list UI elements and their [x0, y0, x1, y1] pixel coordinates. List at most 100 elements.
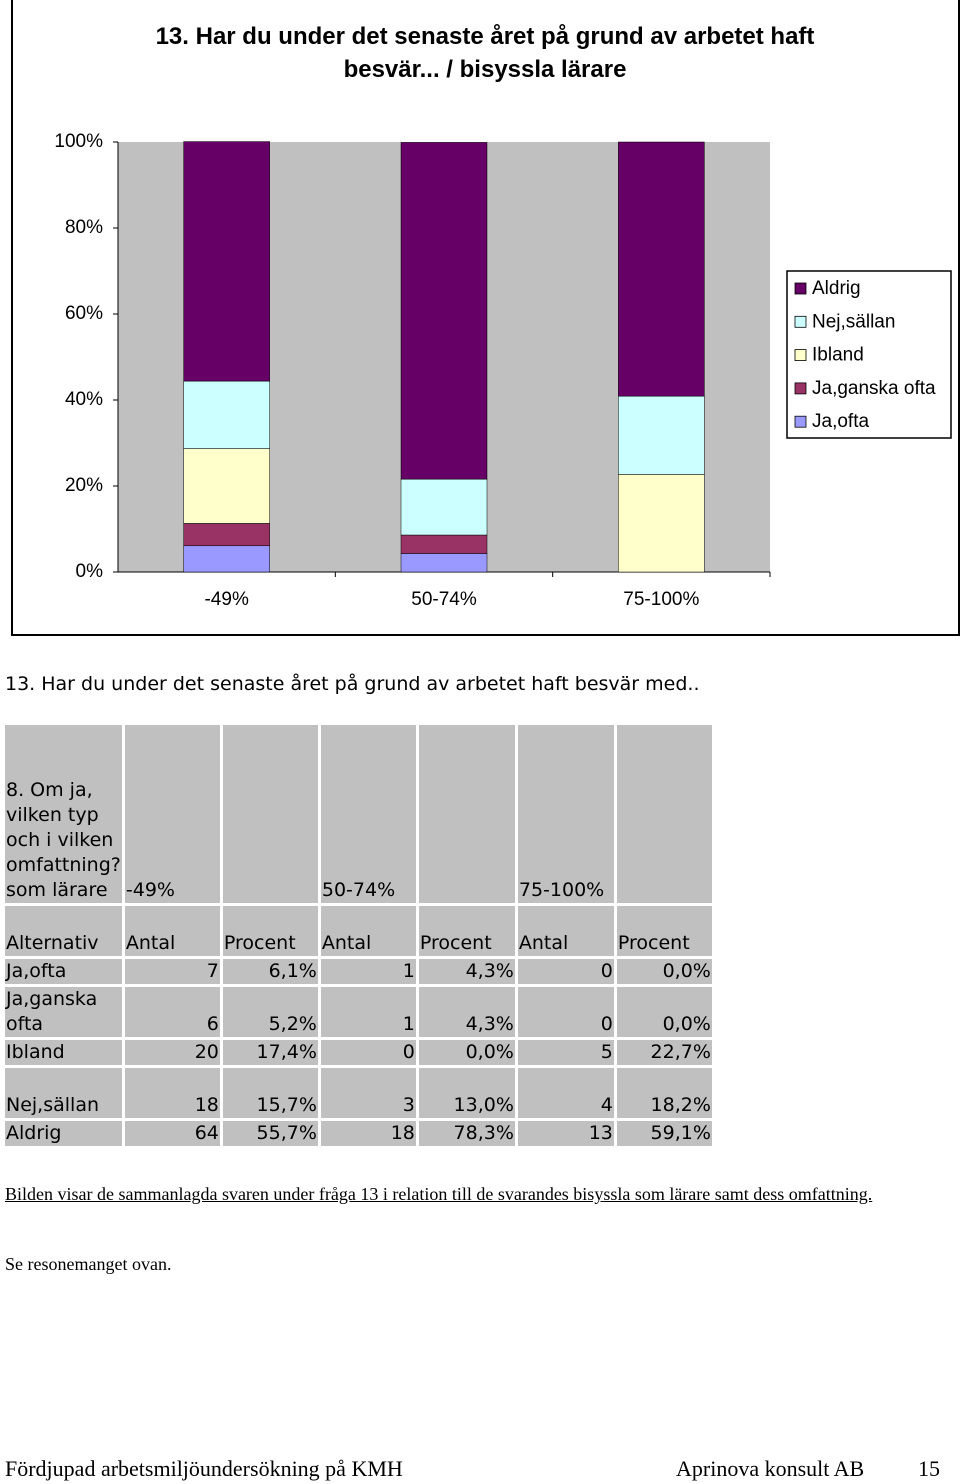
table-cell: 18,2% — [616, 1068, 712, 1118]
table-cell — [418, 725, 515, 903]
legend-label: Ibland — [812, 345, 864, 366]
table-row: Ibland 20 17,4% 0 0,0% 5 22,7% — [5, 1040, 712, 1065]
bar-segment — [183, 545, 270, 573]
table-cell: 17,4% — [222, 1040, 318, 1065]
y-tick-label: 100% — [54, 131, 103, 152]
table-cell: 5,2% — [222, 987, 318, 1037]
bar-segment — [183, 523, 270, 547]
table-cell: 6 — [124, 987, 220, 1037]
bar-segment — [400, 553, 488, 573]
table-row: Aldrig 64 55,7% 18 78,3% 13 59,1% — [5, 1121, 712, 1146]
table-cell: 0 — [517, 987, 614, 1037]
chart-frame: 0% 20% 40% 60% 80% 100% -49% 50-74% 75-100% Ja,of… — [11, 0, 960, 636]
bar-segment — [183, 141, 270, 382]
legend-label: Aldrig — [812, 278, 861, 299]
page-number: 15 — [918, 1456, 940, 1481]
table-cell: 0,0% — [418, 1040, 515, 1065]
table-cell: 13 — [517, 1121, 614, 1146]
y-tick-label: 80% — [65, 217, 103, 238]
table-cell: 0 — [517, 959, 614, 984]
table-row: Alternativ Antal Procent Antal Procent Antal P… — [5, 906, 712, 956]
table-row: Ja,ganska ofta 6 5,2% 1 4,3% 0 0,0% — [5, 987, 712, 1037]
y-tick-label: 40% — [65, 389, 103, 410]
legend-swatch — [794, 415, 807, 428]
bar-segment — [618, 141, 705, 397]
bar-segment — [400, 478, 488, 536]
y-tick-label: 0% — [76, 561, 104, 582]
table-cell: Antal — [124, 906, 220, 956]
x-tick-label: 75-100% — [623, 589, 699, 610]
table-cell: 0 — [320, 1040, 416, 1065]
table-cell: 3 — [320, 1068, 416, 1118]
table-cell: 6,1% — [222, 959, 318, 984]
table-cell: 4 — [517, 1068, 614, 1118]
data-table: 8. Om ja, vilken typ och i vilken omfatt… — [2, 722, 715, 1149]
table-cell: 22,7% — [616, 1040, 712, 1065]
table-cell: 5 — [517, 1040, 614, 1065]
table-cell: Antal — [517, 906, 614, 956]
bar-segment — [400, 534, 488, 554]
legend-label: Nej,sällan — [812, 311, 895, 332]
legend-box — [786, 270, 952, 439]
table-cell: 8. Om ja, vilken typ och i vilken omfatt… — [5, 725, 122, 903]
table-cell: 75-100% — [517, 725, 614, 903]
table-cell: 0,0% — [616, 987, 712, 1037]
bar-segment — [618, 395, 705, 475]
chart: 0% 20% 40% 60% 80% 100% -49% 50-74% 75-100% Ja,of… — [54, 131, 952, 610]
table-title: 13. Har du under det senaste året på gru… — [5, 673, 700, 695]
table-cell: 55,7% — [222, 1121, 318, 1146]
x-tick-label: 50-74% — [411, 589, 477, 610]
caption: Bilden visar de sammanlagda svaren under… — [5, 1184, 873, 1204]
table-cell: 78,3% — [418, 1121, 515, 1146]
legend-swatch — [794, 382, 807, 395]
table-cell: Ja,ofta — [5, 959, 122, 984]
legend-swatch — [794, 315, 807, 328]
legend-swatch — [794, 349, 807, 362]
table-cell: 18 — [320, 1121, 416, 1146]
table-cell: 0,0% — [616, 959, 712, 984]
legend-swatch — [794, 282, 807, 295]
bar-segment — [400, 142, 488, 480]
table-cell: Procent — [222, 906, 318, 956]
legend-label: Ja,ofta — [812, 411, 869, 432]
table-cell — [616, 725, 712, 903]
table-cell: 13,0% — [418, 1068, 515, 1118]
y-tick-label: 60% — [65, 303, 103, 324]
footer-left: Fördjupad arbetsmiljöundersökning på KMH — [5, 1456, 403, 1481]
table-cell: Ibland — [5, 1040, 122, 1065]
table-cell: 1 — [320, 987, 416, 1037]
table-cell: 59,1% — [616, 1121, 712, 1146]
table-cell: Aldrig — [5, 1121, 122, 1146]
legend-label: Ja,ganska ofta — [812, 378, 936, 399]
bar-segment — [183, 448, 270, 524]
table-cell: 4,3% — [418, 987, 515, 1037]
table-row: Nej,sällan 18 15,7% 3 13,0% 4 18,2% — [5, 1068, 712, 1118]
table-cell: 64 — [124, 1121, 220, 1146]
note: Se resonemanget ovan. — [5, 1254, 172, 1274]
table-cell: 15,7% — [222, 1068, 318, 1118]
table-cell: Nej,sällan — [5, 1068, 122, 1118]
table-cell: Ja,ganska ofta — [5, 987, 122, 1037]
table-cell: 18 — [124, 1068, 220, 1118]
y-tick-label: 20% — [65, 475, 103, 496]
table-cell — [222, 725, 318, 903]
footer-right: Aprinova konsult AB — [676, 1456, 865, 1481]
table-cell: Procent — [616, 906, 712, 956]
bar-segment — [183, 380, 270, 449]
table-cell: Antal — [320, 906, 416, 956]
table-cell: 20 — [124, 1040, 220, 1065]
table-row: 8. Om ja, vilken typ och i vilken omfatt… — [5, 725, 712, 903]
table-row: Ja,ofta 7 6,1% 1 4,3% 0 0,0% — [5, 959, 712, 984]
table-cell: Alternativ — [5, 906, 122, 956]
table-cell: Procent — [418, 906, 515, 956]
table-cell: 50-74% — [320, 725, 416, 903]
table-cell: 1 — [320, 959, 416, 984]
chart-title: 13. Har du under det senaste året på gru… — [155, 23, 815, 83]
bar-segment — [618, 474, 705, 573]
x-tick-label: -49% — [204, 589, 248, 610]
table-cell: -49% — [124, 725, 220, 903]
table-cell: 4,3% — [418, 959, 515, 984]
table-cell: 7 — [124, 959, 220, 984]
